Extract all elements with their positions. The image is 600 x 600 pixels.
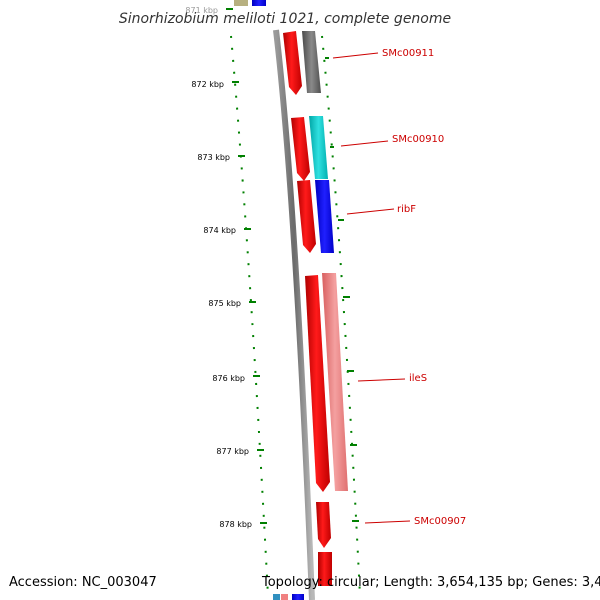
cds-forward-5 — [316, 502, 331, 548]
cds-forward-1 — [283, 31, 302, 95]
tick-label: 871 kbp — [185, 6, 218, 15]
map-title: Sinorhizobium meliloti 1021, complete ge… — [119, 11, 451, 27]
cds-forward-6 — [318, 552, 332, 586]
tick-872: 872 kbp — [191, 80, 239, 89]
gene-label-ribF: ribF — [346, 204, 416, 215]
tick-876: 876 kbp — [212, 374, 260, 383]
cds-forward-3 — [297, 180, 316, 253]
bottom-edge-features — [273, 594, 304, 600]
kbp-axis: 871 kbp 872 kbp 873 kbp 874 kbp 875 kbp … — [185, 6, 267, 529]
tick-label: 873 kbp — [197, 153, 230, 162]
tick-label: 876 kbp — [212, 374, 245, 383]
tick-label: 878 kbp — [219, 520, 252, 529]
cds-forward-2 — [291, 117, 310, 181]
genome-backbone — [273, 29, 315, 600]
cds-forward-4 — [305, 275, 330, 492]
gene-label: ileS — [409, 373, 427, 384]
gene-label-SMc00910: SMc00910 — [340, 134, 444, 147]
tick-875: 875 kbp — [208, 299, 256, 308]
tick-label: 877 kbp — [216, 447, 249, 456]
accession-text: Accession: NC_003047 — [9, 575, 157, 590]
tick-873: 873 kbp — [197, 153, 245, 162]
gene-label-SMc00907: SMc00907 — [364, 516, 466, 527]
cds-SMc00911 — [302, 31, 321, 93]
outer-track-marks — [325, 57, 359, 522]
genome-summary-text: Topology: circular; Length: 3,654,135 bp… — [262, 575, 600, 590]
gene-label-SMc00911: SMc00911 — [332, 48, 434, 59]
gene-label: SMc00911 — [382, 48, 434, 59]
cds-ileS — [322, 273, 348, 491]
top-edge-features — [234, 0, 266, 6]
tick-label: 875 kbp — [208, 299, 241, 308]
forward-strand-features — [283, 31, 332, 586]
tick-877: 877 kbp — [216, 447, 264, 456]
tick-871: 871 kbp — [185, 6, 233, 15]
gene-label: SMc00910 — [392, 134, 444, 145]
inner-dotted-track — [230, 35, 269, 597]
tick-874: 874 kbp — [203, 226, 251, 235]
tick-878: 878 kbp — [219, 520, 267, 529]
gene-label-ileS: ileS — [357, 373, 427, 384]
gene-label: ribF — [397, 204, 416, 215]
cds-SMc00910 — [309, 116, 328, 179]
tick-label: 874 kbp — [203, 226, 236, 235]
tick-label: 872 kbp — [191, 80, 224, 89]
reverse-strand-features — [302, 31, 348, 491]
gene-label: SMc00907 — [414, 516, 466, 527]
cds-ribF — [315, 180, 334, 253]
